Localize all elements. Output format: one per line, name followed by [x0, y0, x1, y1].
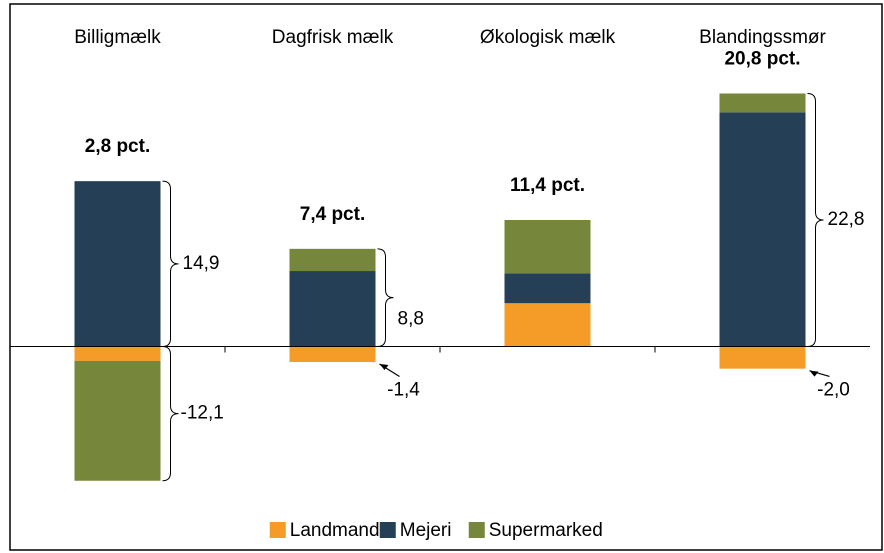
legend-label: Mejeri: [400, 520, 452, 541]
legend-label: Landmand: [290, 520, 380, 541]
bar-segment: [74, 181, 161, 347]
legend-swatch: [468, 522, 485, 538]
total-label: 2,8 pct.: [85, 136, 150, 157]
bar-segment: [289, 346, 376, 363]
pointer-arrowhead: [379, 364, 389, 371]
bar-segment: [719, 93, 806, 113]
frame: [9, 3, 883, 551]
legend-label: Supermarked: [489, 520, 603, 541]
x-category-label: Billigmælk: [74, 27, 161, 48]
range-label: -1,4: [387, 379, 420, 400]
bar-segment: [504, 219, 591, 274]
total-label: 7,4 pct.: [300, 204, 365, 225]
range-label: 22,8: [828, 209, 865, 230]
bar-segment: [289, 271, 376, 347]
brace: [162, 345, 179, 482]
bar-segment: [74, 346, 161, 361]
legend-swatch: [269, 522, 286, 538]
bar-segment: [719, 112, 806, 347]
bar-segment: [504, 303, 591, 347]
x-category-label: Dagfrisk mælk: [272, 27, 394, 48]
brace: [807, 93, 824, 347]
legend-swatch: [379, 522, 396, 538]
x-category-label: Økologisk mælk: [480, 27, 616, 48]
pointer-arrowhead: [809, 370, 819, 377]
bar-segment: [74, 360, 161, 481]
brace: [377, 248, 394, 347]
range-label: 14,9: [183, 253, 220, 274]
total-label: 20,8 pct.: [724, 49, 800, 70]
range-label: 8,8: [398, 309, 424, 330]
range-label: -12,1: [181, 403, 224, 424]
bar-segment: [719, 346, 806, 369]
bar-segment: [289, 248, 376, 272]
brace: [162, 180, 179, 347]
total-label: 11,4 pct.: [510, 175, 585, 196]
bar-segment: [504, 273, 591, 304]
x-category-label: Blandingssmør: [699, 27, 826, 48]
range-label: -2,0: [817, 379, 850, 400]
